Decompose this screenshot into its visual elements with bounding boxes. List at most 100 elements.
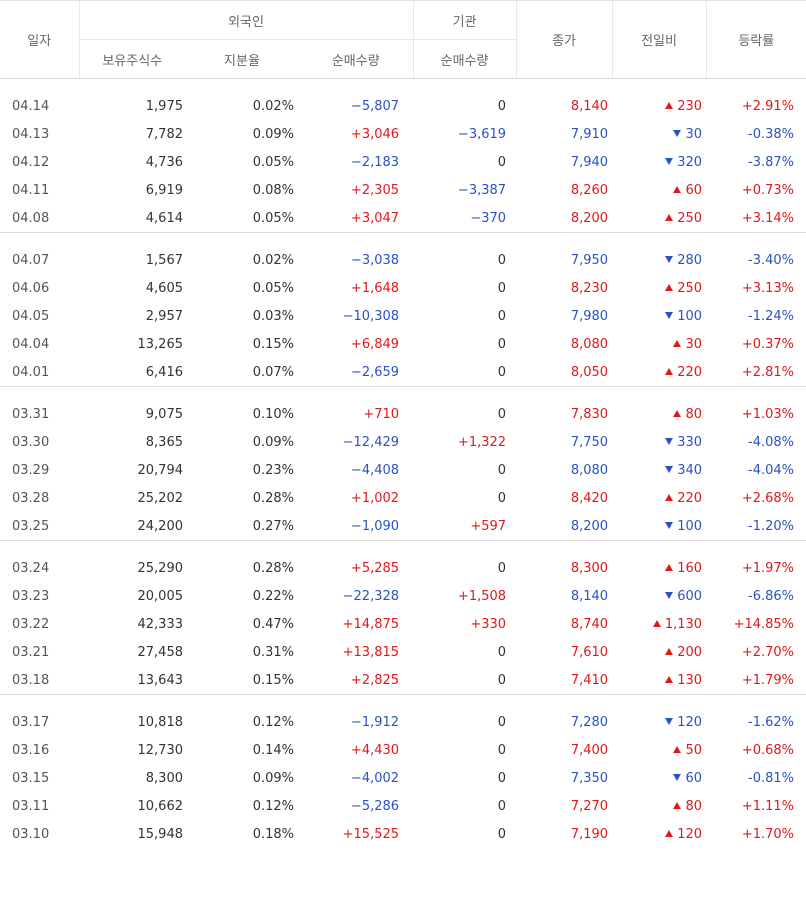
table-row: 04.07 1,567 0.02% −3,038 0 7,950 280 -3.40% (0, 246, 806, 274)
close-cell: 7,910 (570, 126, 609, 142)
change-value: 230 (677, 98, 703, 114)
holdings-cell: 13,265 (137, 336, 184, 352)
ratio-cell: 0.09% (252, 434, 294, 450)
change-cell: 50 (612, 736, 706, 764)
change-cell: 30 (612, 330, 706, 358)
table-row: 03.17 10,818 0.12% −1,912 0 7,280 120 -1.62% (0, 708, 806, 736)
date-cell: 03.16 (12, 742, 50, 758)
header-holdings: 보유주식수 (78, 39, 185, 79)
holdings-cell: 25,290 (137, 560, 184, 576)
holdings-cell: 8,300 (145, 770, 183, 786)
table-row: 04.01 6,416 0.07% −2,659 0 8,050 220 +2.81% (0, 358, 806, 387)
rate-cell: -1.24% (748, 308, 795, 324)
close-cell: 7,400 (570, 742, 609, 758)
table-row: 03.28 25,202 0.28% +1,002 0 8,420 220 +2.68% (0, 484, 806, 512)
triangle-up-icon (665, 213, 674, 221)
ratio-cell: 0.05% (252, 154, 294, 170)
holdings-cell: 2,957 (145, 308, 183, 324)
triangle-down-icon (665, 465, 674, 473)
date-cell: 04.14 (12, 98, 50, 114)
foreign-net-cell: −10,308 (342, 308, 400, 324)
foreign-net-cell: −5,807 (350, 98, 400, 114)
change-cell: 340 (612, 456, 706, 484)
ratio-cell: 0.03% (252, 308, 294, 324)
group-separator (0, 386, 806, 400)
institution-net-cell: 0 (497, 154, 507, 170)
triangle-up-icon (652, 619, 661, 627)
change-value: 600 (677, 588, 703, 604)
close-cell: 7,410 (570, 672, 609, 688)
institution-net-cell: +597 (470, 518, 507, 534)
change-cell: 100 (612, 302, 706, 330)
foreign-net-cell: −2,659 (350, 364, 400, 380)
group-separator (0, 694, 806, 708)
change-cell: 600 (612, 582, 706, 610)
change-value: 120 (677, 826, 703, 842)
institution-net-cell: +1,508 (457, 588, 507, 604)
rate-cell: +2.70% (741, 644, 795, 660)
ratio-cell: 0.14% (252, 742, 294, 758)
change-value: 100 (677, 518, 703, 534)
holdings-cell: 15,948 (137, 826, 184, 842)
ratio-cell: 0.22% (252, 588, 294, 604)
close-cell: 8,080 (570, 462, 609, 478)
change-cell: 220 (612, 484, 706, 512)
date-cell: 03.29 (12, 462, 50, 478)
change-cell: 80 (612, 792, 706, 820)
header-change: 전일비 (611, 0, 707, 79)
institution-net-cell: −370 (470, 210, 507, 226)
change-value: 30 (685, 126, 703, 142)
close-cell: 8,080 (570, 336, 609, 352)
triangle-up-icon (673, 409, 682, 417)
holdings-cell: 8,365 (145, 434, 183, 450)
close-cell: 8,050 (570, 364, 609, 380)
triangle-down-icon (673, 773, 682, 781)
institution-net-cell: 0 (497, 252, 507, 268)
close-cell: 7,950 (570, 252, 609, 268)
rate-cell: +1.70% (741, 826, 795, 842)
date-cell: 03.11 (12, 798, 50, 814)
header-close: 종가 (515, 0, 613, 79)
institution-net-cell: −3,387 (457, 182, 507, 198)
ratio-cell: 0.02% (252, 252, 294, 268)
institution-net-cell: 0 (497, 560, 507, 576)
foreign-net-cell: +2,305 (350, 182, 400, 198)
table-row: 03.22 42,333 0.47% +14,875 +330 8,740 1,130 +14… (0, 610, 806, 638)
ratio-cell: 0.02% (252, 98, 294, 114)
header-foreign-net: 순매수량 (299, 39, 414, 79)
rate-cell: +0.73% (741, 182, 795, 198)
change-cell: 250 (612, 204, 706, 233)
spacer-cell (0, 386, 806, 400)
holdings-cell: 20,794 (137, 462, 184, 478)
change-value: 250 (677, 210, 703, 226)
holdings-cell: 25,202 (137, 490, 184, 506)
ratio-cell: 0.47% (252, 616, 294, 632)
foreign-net-cell: −2,183 (350, 154, 400, 170)
holdings-cell: 10,662 (137, 798, 184, 814)
holdings-cell: 9,075 (145, 406, 183, 422)
foreign-net-cell: +2,825 (350, 672, 400, 688)
institution-net-cell: 0 (497, 742, 507, 758)
institution-net-cell: 0 (497, 308, 507, 324)
rate-cell: +1.79% (741, 672, 795, 688)
triangle-down-icon (665, 437, 674, 445)
triangle-down-icon (665, 521, 674, 529)
ratio-cell: 0.31% (252, 644, 294, 660)
close-cell: 7,940 (570, 154, 609, 170)
triangle-up-icon (665, 101, 674, 109)
foreign-net-cell: +14,875 (342, 616, 400, 632)
rate-cell: -3.87% (748, 154, 795, 170)
foreign-net-cell: −1,912 (350, 714, 400, 730)
change-cell: 330 (612, 428, 706, 456)
foreign-net-cell: +6,849 (350, 336, 400, 352)
table-row: 04.08 4,614 0.05% +3,047 −370 8,200 250 +3.14% (0, 204, 806, 233)
change-value: 340 (677, 462, 703, 478)
close-cell: 8,200 (570, 210, 609, 226)
foreign-net-cell: +5,285 (350, 560, 400, 576)
table-top-spacer (0, 79, 806, 93)
close-cell: 7,750 (570, 434, 609, 450)
holdings-cell: 4,736 (145, 154, 183, 170)
close-cell: 7,270 (570, 798, 609, 814)
change-value: 250 (677, 280, 703, 296)
date-cell: 03.17 (12, 714, 50, 730)
